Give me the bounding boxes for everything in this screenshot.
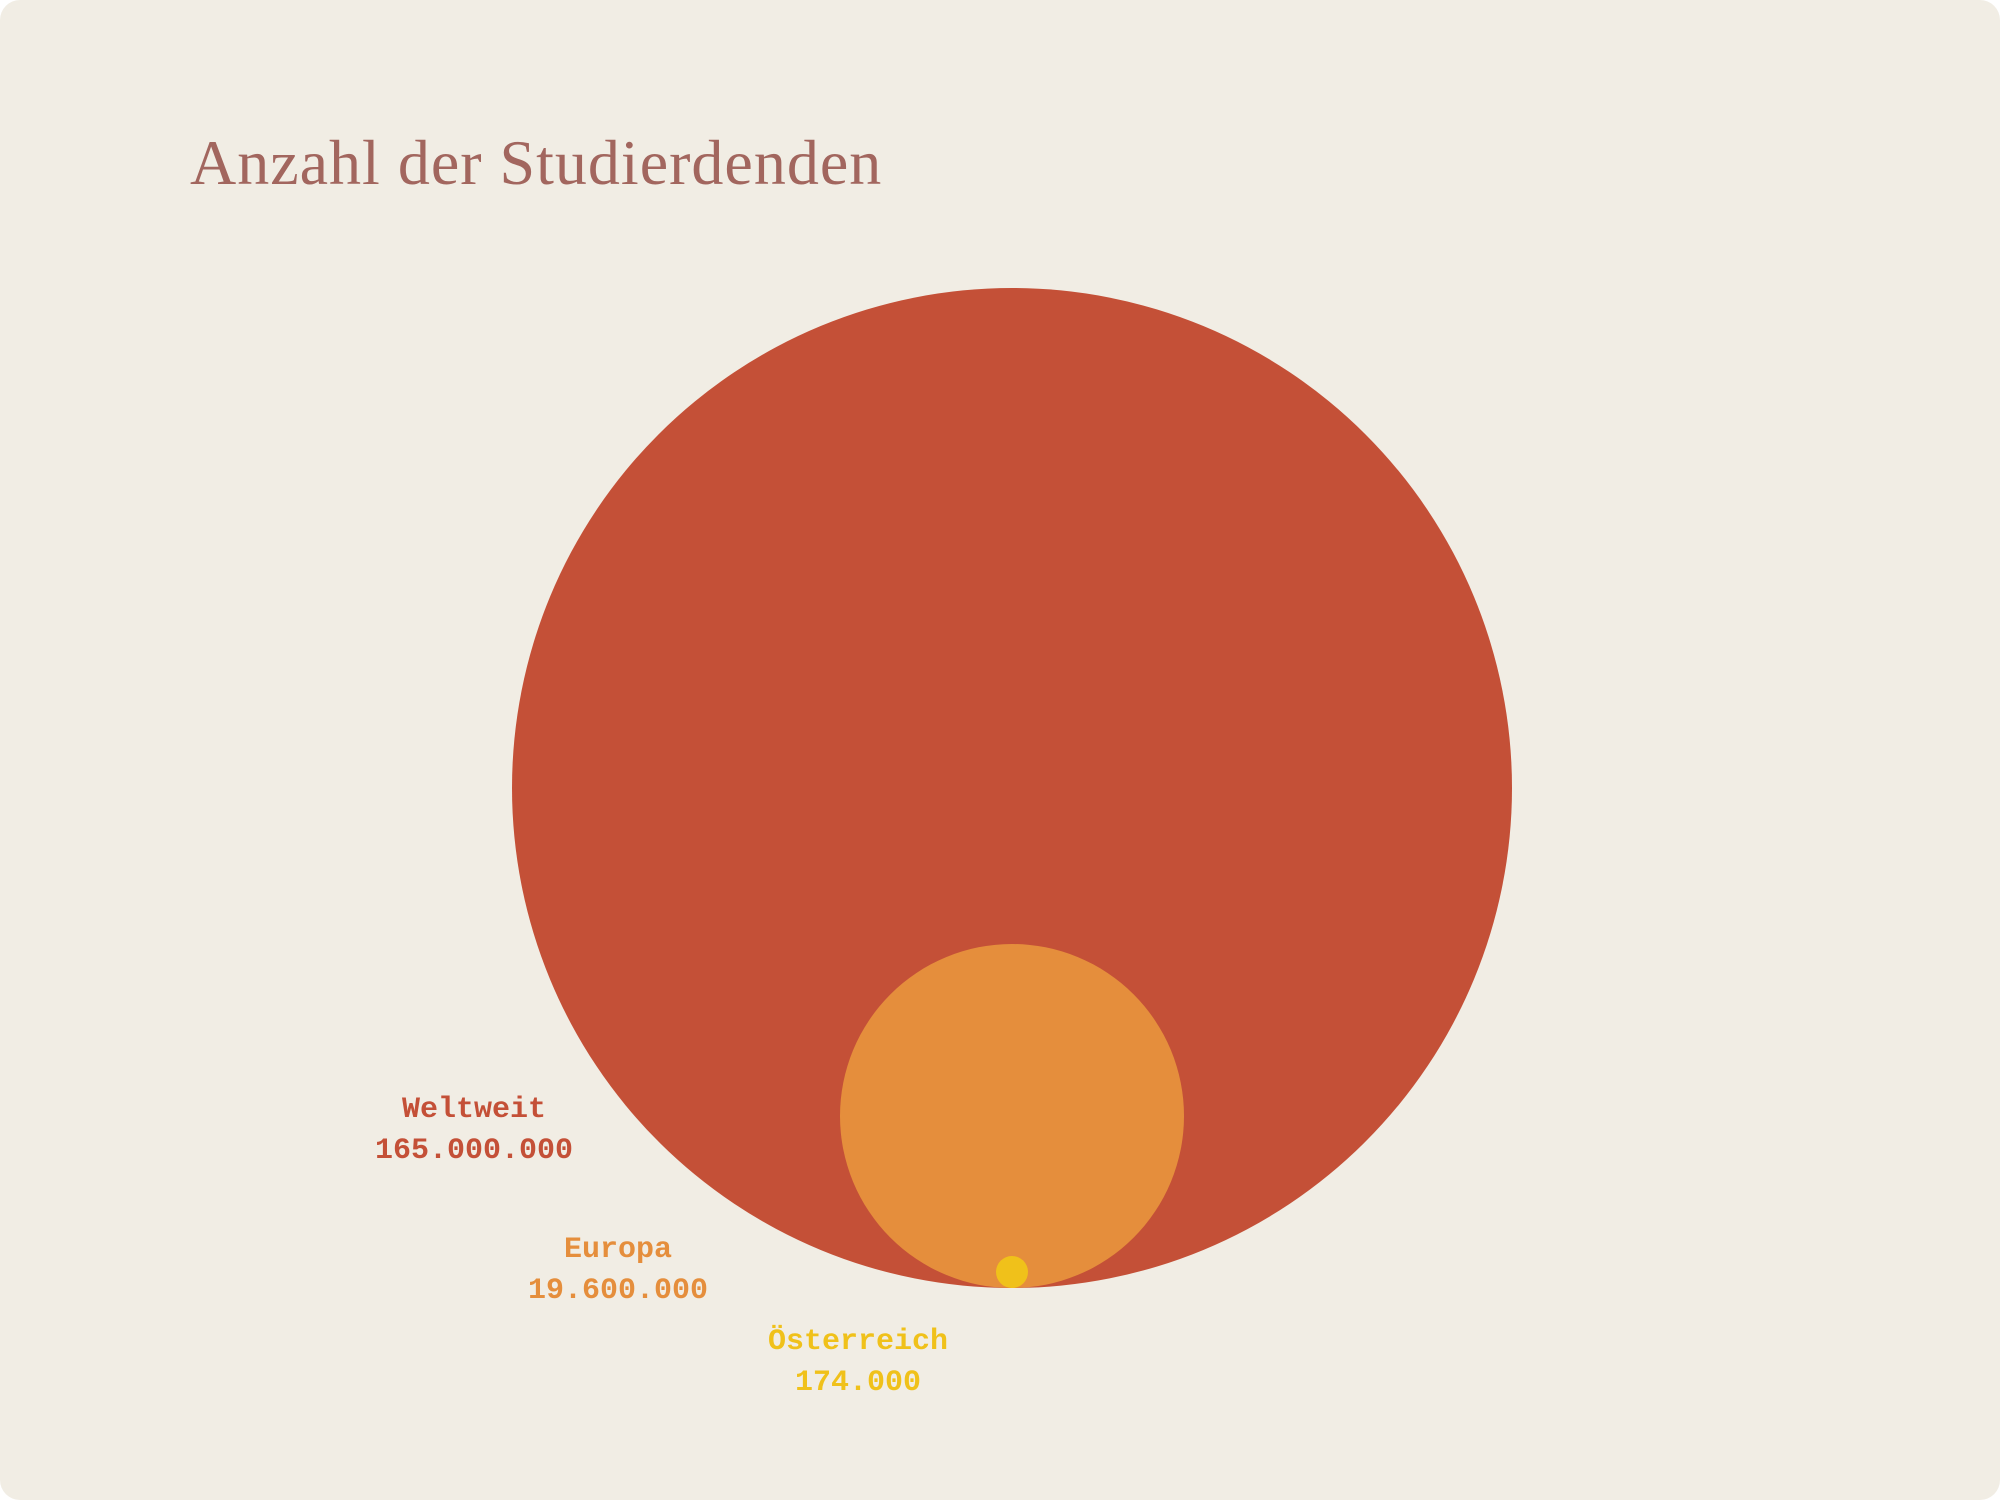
label-weltweit: Weltweit 165.000.000: [375, 1090, 573, 1171]
label-oesterreich-value: 174.000: [768, 1363, 948, 1404]
infographic-canvas: Anzahl der Studierdenden Weltweit 165.00…: [0, 0, 2000, 1500]
chart-title: Anzahl der Studierdenden: [190, 126, 882, 200]
label-europa: Europa 19.600.000: [528, 1230, 708, 1311]
label-oesterreich-name: Österreich: [768, 1322, 948, 1363]
label-oesterreich: Österreich 174.000: [768, 1322, 948, 1403]
label-europa-name: Europa: [528, 1230, 708, 1271]
circle-oesterreich: [996, 1256, 1028, 1288]
label-europa-value: 19.600.000: [528, 1271, 708, 1312]
label-weltweit-value: 165.000.000: [375, 1131, 573, 1172]
circle-europa: [840, 944, 1184, 1288]
label-weltweit-name: Weltweit: [375, 1090, 573, 1131]
